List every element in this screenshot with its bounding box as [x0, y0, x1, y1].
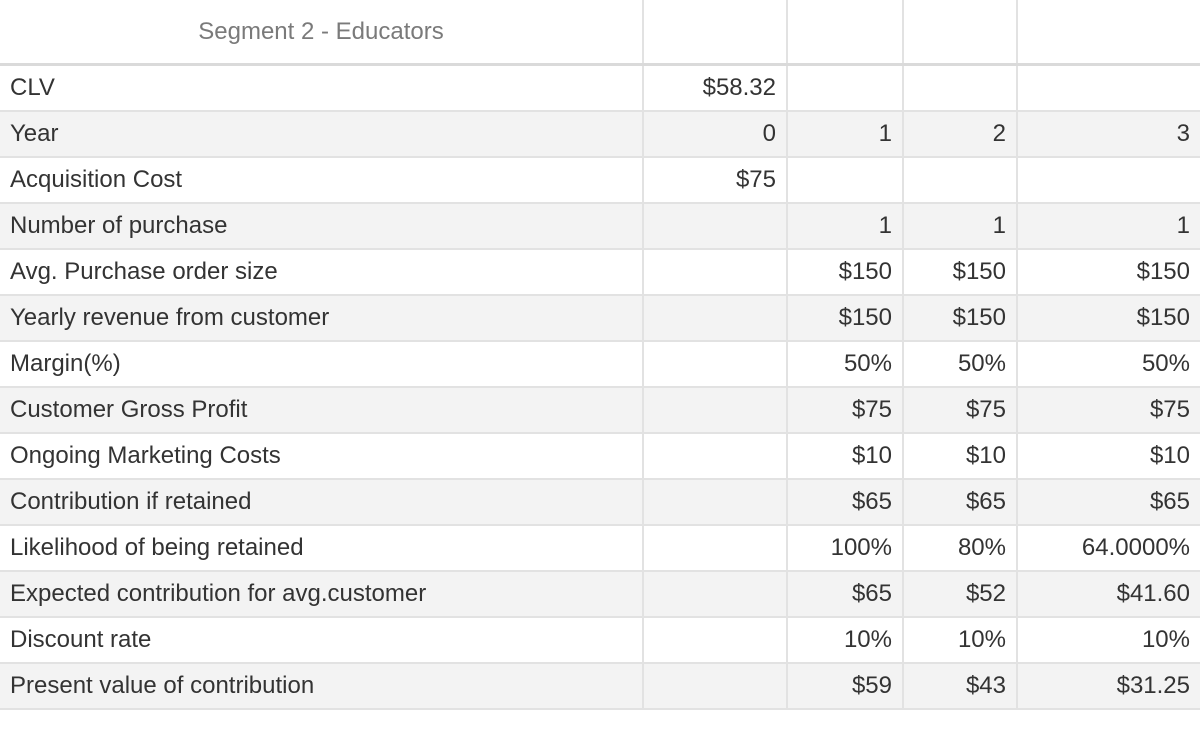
value-cell[interactable]	[642, 524, 788, 572]
table-row: Present value of contribution $59 $43 $31.2…	[0, 662, 1200, 710]
value-cell[interactable]: $65	[786, 570, 904, 618]
value-cell[interactable]	[642, 662, 788, 710]
value-cell[interactable]: 80%	[902, 524, 1018, 572]
value-cell[interactable]	[1016, 63, 1200, 112]
value-cell[interactable]	[786, 156, 904, 204]
row-label[interactable]: CLV	[0, 63, 644, 112]
value-cell[interactable]: $43	[902, 662, 1018, 710]
value-cell[interactable]	[642, 202, 788, 250]
value-cell[interactable]: 50%	[1016, 340, 1200, 388]
value-cell[interactable]: $75	[786, 386, 904, 434]
header-cell[interactable]	[902, 0, 1018, 66]
value-cell[interactable]: 1	[902, 202, 1018, 250]
value-cell[interactable]: $150	[1016, 294, 1200, 342]
value-cell[interactable]	[642, 616, 788, 664]
table-row: Discount rate 10% 10% 10%	[0, 616, 1200, 664]
value-cell[interactable]: 100%	[786, 524, 904, 572]
table-row: Acquisition Cost $75	[0, 156, 1200, 204]
value-cell[interactable]: $41.60	[1016, 570, 1200, 618]
table-row: CLV $58.32	[0, 63, 1200, 112]
value-cell[interactable]	[902, 63, 1018, 112]
value-cell[interactable]: 50%	[902, 340, 1018, 388]
table-row: Contribution if retained $65 $65 $65	[0, 478, 1200, 526]
value-cell[interactable]: 3	[1016, 110, 1200, 158]
header-cell[interactable]	[642, 0, 788, 66]
value-cell[interactable]: $75	[902, 386, 1018, 434]
value-cell[interactable]: 0	[642, 110, 788, 158]
table-row: Yearly revenue from customer $150 $150 $150	[0, 294, 1200, 342]
row-label[interactable]: Acquisition Cost	[0, 156, 644, 204]
value-cell[interactable]: $58.32	[642, 63, 788, 112]
value-cell[interactable]	[642, 432, 788, 480]
row-label[interactable]: Ongoing Marketing Costs	[0, 432, 644, 480]
row-label[interactable]: Present value of contribution	[0, 662, 644, 710]
value-cell[interactable]	[642, 570, 788, 618]
value-cell[interactable]	[642, 386, 788, 434]
row-label[interactable]: Avg. Purchase order size	[0, 248, 644, 296]
value-cell[interactable]: 10%	[902, 616, 1018, 664]
table-row: Year 0 1 2 3	[0, 110, 1200, 158]
value-cell[interactable]: 1	[1016, 202, 1200, 250]
value-cell[interactable]: $31.25	[1016, 662, 1200, 710]
table-row: Customer Gross Profit $75 $75 $75	[0, 386, 1200, 434]
row-label[interactable]: Expected contribution for avg.customer	[0, 570, 644, 618]
value-cell[interactable]: 50%	[786, 340, 904, 388]
value-cell[interactable]	[642, 294, 788, 342]
table-row: Expected contribution for avg.customer $6…	[0, 570, 1200, 618]
header-cell[interactable]	[1016, 0, 1200, 66]
table-row: Avg. Purchase order size $150 $150 $150	[0, 248, 1200, 296]
value-cell[interactable]: $150	[902, 248, 1018, 296]
value-cell[interactable]	[1016, 156, 1200, 204]
row-label[interactable]: Discount rate	[0, 616, 644, 664]
value-cell[interactable]	[642, 340, 788, 388]
value-cell[interactable]: $10	[902, 432, 1018, 480]
value-cell[interactable]	[786, 63, 904, 112]
row-label[interactable]: Number of purchase	[0, 202, 644, 250]
value-cell[interactable]: $59	[786, 662, 904, 710]
value-cell[interactable]: 1	[786, 110, 904, 158]
value-cell[interactable]: $150	[786, 248, 904, 296]
sheet-title[interactable]: Segment 2 - Educators	[0, 0, 644, 66]
value-cell[interactable]: $75	[642, 156, 788, 204]
value-cell[interactable]: $75	[1016, 386, 1200, 434]
value-cell[interactable]: $10	[1016, 432, 1200, 480]
row-label[interactable]: Likelihood of being retained	[0, 524, 644, 572]
value-cell[interactable]: $10	[786, 432, 904, 480]
table-row: Likelihood of being retained 100% 80% 64.00…	[0, 524, 1200, 572]
value-cell[interactable]: 10%	[786, 616, 904, 664]
value-cell[interactable]: $150	[902, 294, 1018, 342]
value-cell[interactable]	[642, 248, 788, 296]
row-label[interactable]: Customer Gross Profit	[0, 386, 644, 434]
value-cell[interactable]: $52	[902, 570, 1018, 618]
clv-table: Segment 2 - Educators CLV $58.32 Year 0 1 2 3 A…	[0, 0, 1200, 710]
value-cell[interactable]: 64.0000%	[1016, 524, 1200, 572]
value-cell[interactable]: 1	[786, 202, 904, 250]
value-cell[interactable]: $150	[786, 294, 904, 342]
value-cell[interactable]: $150	[1016, 248, 1200, 296]
table-row: Ongoing Marketing Costs $10 $10 $10	[0, 432, 1200, 480]
value-cell[interactable]: 10%	[1016, 616, 1200, 664]
value-cell[interactable]: $65	[902, 478, 1018, 526]
header-row: Segment 2 - Educators	[0, 0, 1200, 66]
value-cell[interactable]: $65	[786, 478, 904, 526]
value-cell[interactable]	[642, 478, 788, 526]
row-label[interactable]: Yearly revenue from customer	[0, 294, 644, 342]
header-cell[interactable]	[786, 0, 904, 66]
row-label[interactable]: Year	[0, 110, 644, 158]
value-cell[interactable]: 2	[902, 110, 1018, 158]
value-cell[interactable]	[902, 156, 1018, 204]
table-row: Margin(%) 50% 50% 50%	[0, 340, 1200, 388]
value-cell[interactable]: $65	[1016, 478, 1200, 526]
row-label[interactable]: Contribution if retained	[0, 478, 644, 526]
table-row: Number of purchase 1 1 1	[0, 202, 1200, 250]
row-label[interactable]: Margin(%)	[0, 340, 644, 388]
